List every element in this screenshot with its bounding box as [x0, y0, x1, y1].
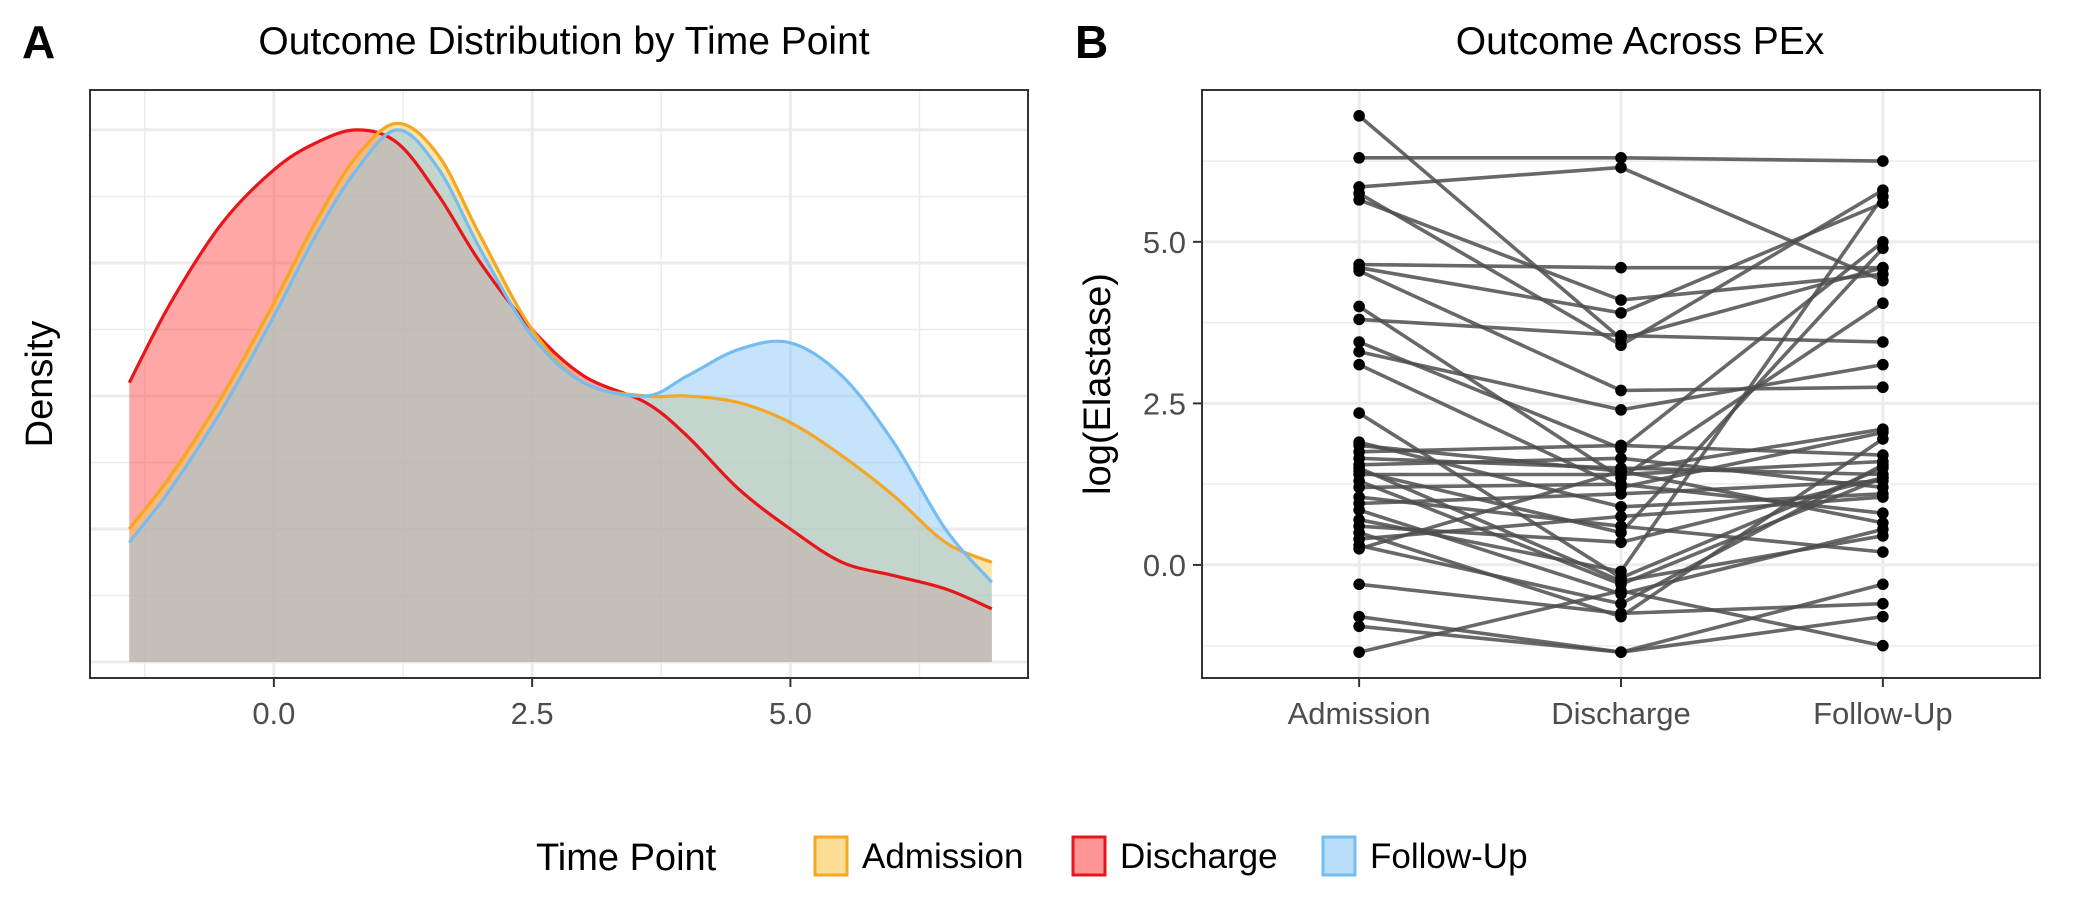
data-point-discharge: [1615, 439, 1627, 452]
legend-title: Time Point: [536, 837, 717, 879]
panel-a-x-axis: 0.0 2.5 5.0: [252, 678, 812, 731]
panel-b-title: Outcome Across PEx: [1456, 20, 1825, 63]
data-point-follow-up: [1877, 507, 1889, 520]
panel-b-y-tick-label: 0.0: [1143, 548, 1186, 583]
data-point-follow-up: [1877, 423, 1889, 436]
data-point-discharge: [1615, 536, 1627, 549]
panel-b-x-tick-label: Admission: [1288, 696, 1431, 731]
data-point-follow-up: [1877, 578, 1889, 591]
data-point-discharge: [1615, 500, 1627, 513]
data-point-admission: [1353, 481, 1365, 494]
data-point-admission: [1353, 110, 1365, 122]
panel-a-y-axis-title: Density: [19, 321, 61, 448]
data-point-follow-up: [1877, 358, 1889, 371]
panel-a-density-lines: [127, 121, 994, 611]
data-point-discharge: [1615, 597, 1627, 610]
data-point-follow-up: [1877, 610, 1889, 623]
data-point-discharge: [1615, 584, 1627, 597]
density-line-follow-up: [128, 128, 994, 584]
panel-a-x-tick-label: 0.0: [252, 696, 295, 731]
legend-swatch-admission: [813, 835, 849, 877]
legend-label-follow-up: Follow-Up: [1370, 837, 1528, 876]
data-point-discharge: [1615, 307, 1627, 319]
data-point-discharge: [1615, 152, 1627, 164]
data-point-admission: [1353, 300, 1365, 313]
legend-entries: Admission Discharge Follow-Up: [813, 835, 1528, 877]
legend-swatch-discharge: [1071, 835, 1107, 877]
data-point-discharge: [1615, 452, 1627, 465]
panel-a: A Outcome Distribution by Time Point 0.0…: [19, 16, 1029, 731]
panel-b-points: [1353, 110, 1889, 658]
data-point-follow-up: [1877, 639, 1889, 652]
data-point-discharge: [1615, 329, 1627, 342]
data-point-discharge: [1615, 565, 1627, 578]
data-point-discharge: [1615, 161, 1627, 174]
density-line-admission: [128, 121, 993, 564]
data-point-follow-up: [1877, 597, 1889, 610]
panel-a-density-areas: [129, 123, 992, 663]
density-line-discharge: [127, 128, 993, 611]
data-point-follow-up: [1877, 517, 1889, 529]
data-point-follow-up: [1877, 471, 1889, 484]
panel-a-letter: A: [22, 16, 55, 68]
data-point-follow-up: [1877, 458, 1889, 471]
legend: Time Point Admission Discharge Follow-Up: [536, 835, 1528, 879]
data-point-discharge: [1615, 294, 1627, 306]
data-point-follow-up: [1877, 381, 1889, 394]
data-point-admission: [1353, 504, 1365, 516]
data-point-follow-up: [1877, 491, 1889, 503]
data-point-follow-up: [1877, 242, 1889, 255]
data-point-admission: [1353, 646, 1365, 658]
data-point-admission: [1353, 336, 1365, 348]
data-point-admission: [1353, 345, 1365, 358]
data-point-discharge: [1615, 465, 1627, 478]
data-point-discharge: [1615, 646, 1627, 658]
panel-b-x-tick-label: Discharge: [1551, 696, 1691, 731]
density-area-follow-up: [129, 129, 992, 662]
panel-b-y-axis: 0.0 2.5 5.0: [1143, 225, 1202, 583]
panel-b: B Outcome Across PEx Admission Discharge F…: [1075, 16, 2041, 731]
data-point-admission: [1353, 407, 1365, 419]
data-point-follow-up: [1877, 336, 1889, 348]
data-point-follow-up: [1877, 546, 1889, 558]
data-point-follow-up: [1877, 297, 1889, 310]
legend-label-discharge: Discharge: [1120, 837, 1278, 876]
panel-b-y-tick-label: 2.5: [1143, 386, 1186, 421]
panel-b-x-tick-label: Follow-Up: [1813, 696, 1953, 731]
data-point-admission: [1353, 542, 1365, 555]
data-point-admission: [1353, 265, 1365, 277]
panel-a-title: Outcome Distribution by Time Point: [258, 20, 869, 63]
data-point-discharge: [1615, 339, 1627, 352]
panel-b-letter: B: [1075, 16, 1108, 68]
panel-a-x-tick-label: 2.5: [511, 696, 554, 731]
data-point-discharge: [1615, 404, 1627, 416]
data-point-discharge: [1615, 607, 1627, 620]
data-point-follow-up: [1877, 433, 1889, 445]
data-point-discharge: [1615, 261, 1627, 274]
data-point-admission: [1353, 610, 1365, 623]
data-point-discharge: [1615, 488, 1627, 500]
panel-b-y-tick-label: 5.0: [1143, 225, 1186, 260]
panel-b-y-axis-title: log(Elastase): [1077, 273, 1119, 495]
data-point-follow-up: [1877, 261, 1889, 274]
data-point-admission: [1353, 358, 1365, 371]
data-point-admission: [1353, 194, 1365, 206]
panel-a-border: [89, 89, 1029, 679]
data-point-discharge: [1615, 520, 1627, 532]
legend-label-admission: Admission: [862, 837, 1023, 876]
panel-b-x-axis: Admission Discharge Follow-Up: [1288, 678, 1953, 731]
panel-a-x-tick-label: 5.0: [769, 696, 812, 731]
data-point-discharge: [1615, 478, 1627, 490]
data-point-admission: [1353, 578, 1365, 591]
data-point-discharge: [1615, 510, 1627, 523]
data-point-follow-up: [1877, 155, 1889, 167]
data-point-admission: [1353, 313, 1365, 326]
data-point-follow-up: [1877, 190, 1889, 203]
legend-swatch-follow-up: [1321, 835, 1357, 877]
data-point-discharge: [1615, 384, 1627, 397]
data-point-admission: [1353, 152, 1365, 164]
data-point-admission: [1353, 620, 1365, 633]
